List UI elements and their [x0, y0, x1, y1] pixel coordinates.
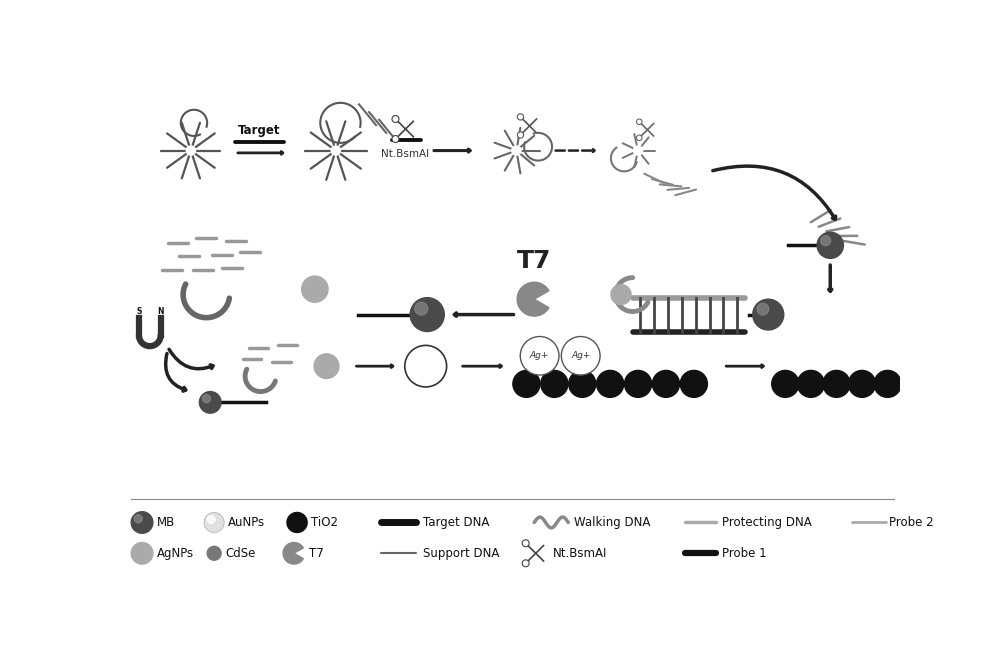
Text: Target DNA: Target DNA: [423, 516, 490, 529]
Text: Support DNA: Support DNA: [423, 547, 500, 560]
Text: Target: Target: [238, 124, 280, 137]
Circle shape: [797, 370, 824, 397]
Text: Nt.BsmAI: Nt.BsmAI: [381, 149, 430, 159]
Wedge shape: [517, 282, 549, 316]
Circle shape: [637, 119, 642, 124]
Circle shape: [314, 354, 339, 378]
Circle shape: [392, 136, 399, 143]
Circle shape: [522, 540, 529, 547]
Text: Walking DNA: Walking DNA: [574, 516, 651, 529]
Circle shape: [561, 336, 600, 375]
Circle shape: [204, 513, 224, 532]
Circle shape: [302, 276, 328, 302]
Circle shape: [513, 370, 540, 397]
Circle shape: [207, 515, 215, 524]
Circle shape: [680, 370, 707, 397]
Text: Nt.BsmAI: Nt.BsmAI: [553, 547, 607, 560]
Circle shape: [874, 370, 901, 397]
Wedge shape: [283, 542, 303, 564]
Text: T7: T7: [517, 249, 551, 272]
Circle shape: [392, 116, 399, 122]
Text: Protecting DNA: Protecting DNA: [722, 516, 812, 529]
Circle shape: [757, 303, 769, 315]
Circle shape: [772, 370, 799, 397]
Circle shape: [517, 114, 524, 120]
Circle shape: [817, 232, 843, 259]
Circle shape: [199, 392, 221, 413]
Circle shape: [821, 236, 831, 245]
Circle shape: [202, 395, 211, 403]
Text: Ag+: Ag+: [530, 351, 549, 361]
Circle shape: [520, 336, 559, 375]
Text: S: S: [136, 307, 142, 316]
Circle shape: [624, 370, 652, 397]
Text: TiO2: TiO2: [311, 516, 338, 529]
Text: N: N: [157, 307, 164, 316]
Circle shape: [131, 542, 153, 564]
Text: AgNPs: AgNPs: [157, 547, 194, 560]
Text: CdSe: CdSe: [225, 547, 255, 560]
Circle shape: [131, 512, 153, 533]
Text: Ag+: Ag+: [571, 351, 590, 361]
Circle shape: [415, 302, 428, 315]
Circle shape: [287, 513, 307, 532]
Circle shape: [134, 515, 142, 523]
Text: MB: MB: [157, 516, 175, 529]
Text: AuNPs: AuNPs: [228, 516, 265, 529]
Circle shape: [207, 546, 221, 560]
Text: T7: T7: [309, 547, 324, 560]
Circle shape: [597, 370, 624, 397]
Text: Ag+: Ag+: [414, 361, 438, 371]
Circle shape: [611, 284, 631, 305]
Circle shape: [410, 297, 444, 332]
Circle shape: [753, 299, 784, 330]
Circle shape: [637, 135, 642, 141]
Circle shape: [517, 132, 524, 138]
Circle shape: [848, 370, 876, 397]
Circle shape: [569, 370, 596, 397]
Text: Probe 1: Probe 1: [722, 547, 766, 560]
Circle shape: [186, 146, 196, 155]
Text: Probe 2: Probe 2: [889, 516, 934, 529]
Circle shape: [652, 370, 680, 397]
Circle shape: [405, 345, 447, 387]
Circle shape: [522, 560, 529, 567]
Circle shape: [512, 146, 521, 155]
Circle shape: [541, 370, 568, 397]
Circle shape: [331, 146, 340, 155]
Circle shape: [823, 370, 850, 397]
Circle shape: [633, 146, 643, 155]
